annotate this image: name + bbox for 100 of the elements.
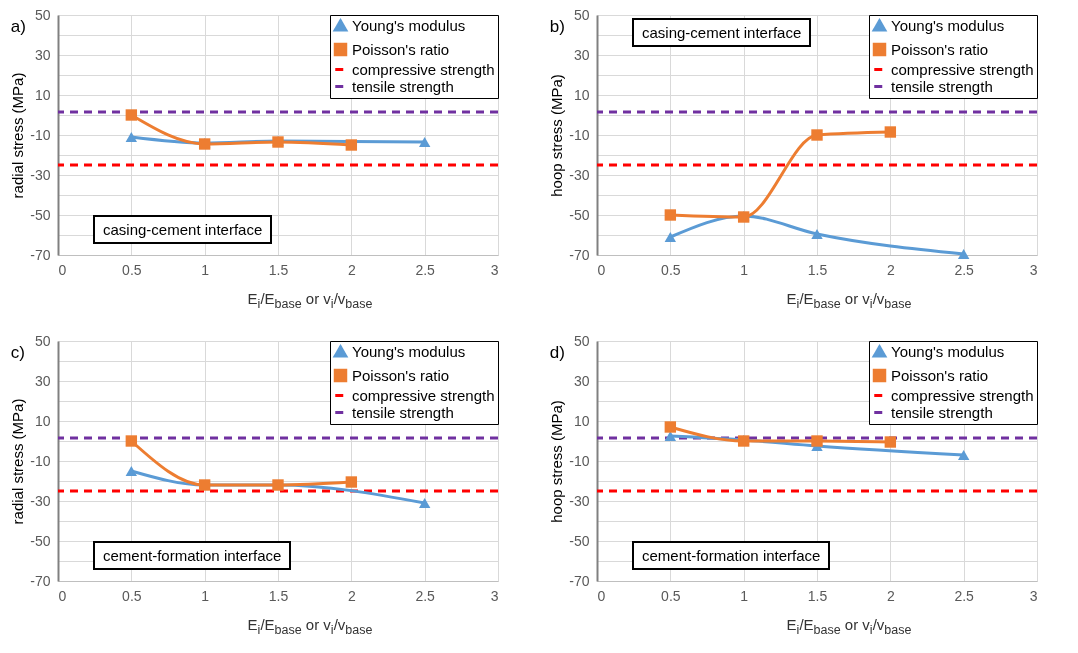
point: [811, 229, 823, 239]
y-tick-label: -30: [569, 492, 590, 509]
x-tick-label: 0.5: [661, 261, 681, 278]
legend-label: tensile strength: [891, 403, 993, 421]
y-tick-label: 30: [573, 372, 590, 389]
y-tick-label: -70: [30, 246, 51, 263]
y-axis-title: radial stress (MPa): [9, 72, 27, 199]
legend-label: compressive strength: [891, 60, 1034, 78]
legend-label: tensile strength: [352, 403, 454, 421]
legend-label: Poisson's ratio: [352, 366, 450, 384]
point: [345, 139, 358, 151]
y-tick-label: 10: [34, 86, 51, 103]
legend-label: Poisson's ratio: [891, 366, 989, 384]
x-axis-title: E$_{i}$/E$_{base}$ or v$_{i}$/v$_{base}$: [246, 616, 374, 637]
x-tick-label: 0.5: [661, 587, 681, 604]
x-tick-label: 0: [597, 587, 606, 604]
y-tick-label: -30: [30, 492, 51, 509]
x-tick-label: 2.5: [415, 587, 436, 604]
legend-label: Poisson's ratio: [352, 40, 450, 58]
x-tick-label: 2.5: [415, 261, 436, 278]
y-axis-title: hoop stress (MPa): [548, 400, 566, 523]
point: [664, 431, 677, 441]
point: [664, 232, 677, 242]
y-tick-label: -70: [569, 246, 590, 263]
y-tick-label: -10: [569, 126, 590, 143]
x-tick-label: 3: [490, 587, 499, 604]
point: [664, 209, 677, 221]
x-tick-label: 1.5: [268, 587, 289, 604]
y-tick-label: -50: [569, 532, 590, 549]
legend-label: tensile strength: [891, 77, 993, 95]
x-tick-label: 1.5: [807, 261, 828, 278]
annotation: cement-formation interface: [93, 541, 292, 570]
point: [345, 476, 358, 488]
point: [957, 249, 970, 259]
x-tick-label: 1: [201, 587, 210, 604]
y-axis-title: hoop stress (MPa): [548, 74, 566, 197]
point: [125, 109, 138, 121]
point: [957, 450, 970, 460]
point: [884, 126, 897, 138]
legend-label: Young's modulus: [891, 16, 1005, 34]
y-tick-label: -10: [30, 452, 51, 469]
x-tick-label: 3: [1029, 587, 1038, 604]
x-tick-label: 0.5: [122, 261, 142, 278]
y-tick-label: -70: [30, 572, 51, 589]
legend-label: Young's modulus: [352, 16, 466, 34]
y-tick-label: 10: [573, 86, 590, 103]
x-tick-label: 1.5: [268, 261, 289, 278]
y-tick-label: -10: [30, 126, 51, 143]
legend-label: Young's modulus: [891, 342, 1005, 360]
x-tick-label: 2.5: [954, 587, 975, 604]
y-tick-label: 50: [34, 6, 51, 23]
legend-label: compressive strength: [352, 386, 495, 404]
chart-title: d): [549, 343, 565, 362]
legend-label: compressive strength: [352, 60, 495, 78]
y-tick-label: -10: [569, 452, 590, 469]
point: [811, 435, 823, 447]
annotation: casing-cement interface: [632, 18, 812, 47]
y-axis-title: radial stress (MPa): [9, 398, 27, 525]
y-tick-label: 30: [34, 372, 51, 389]
x-tick-label: 2: [886, 261, 895, 278]
x-tick-label: 2: [347, 261, 356, 278]
x-tick-label: 3: [490, 261, 499, 278]
x-tick-label: 0: [597, 261, 606, 278]
x-tick-label: 0: [58, 261, 67, 278]
legend-label: compressive strength: [891, 386, 1034, 404]
point: [664, 421, 677, 433]
annotation: cement-formation interface: [632, 541, 831, 570]
chart-title: c): [10, 343, 25, 362]
x-tick-label: 2: [886, 587, 895, 604]
y-tick-label: 30: [34, 46, 51, 63]
legend-label: Young's modulus: [352, 342, 466, 360]
chart-title: b): [549, 17, 565, 36]
x-tick-label: 1.5: [807, 587, 828, 604]
y-tick-label: 50: [573, 6, 590, 23]
x-tick-label: 1: [740, 261, 749, 278]
x-tick-label: 2: [347, 587, 356, 604]
x-tick-label: 2.5: [954, 261, 975, 278]
x-axis-title: E$_{i}$/E$_{base}$ or v$_{i}$/v$_{base}$: [785, 290, 913, 311]
chart-title: a): [10, 17, 26, 36]
x-tick-label: 0.5: [122, 587, 142, 604]
y-tick-label: -30: [30, 166, 51, 183]
y-tick-label: -50: [30, 532, 51, 549]
y-tick-label: 50: [34, 332, 51, 349]
y-tick-label: -30: [569, 166, 590, 183]
y-tick-label: -50: [30, 206, 51, 223]
y-tick-label: 10: [573, 412, 590, 429]
legend-label: tensile strength: [352, 77, 454, 95]
y-tick-label: 50: [573, 332, 590, 349]
y-tick-label: -50: [569, 206, 590, 223]
x-tick-label: 0: [58, 587, 67, 604]
legend-label: Poisson's ratio: [891, 40, 989, 58]
x-tick-label: 1: [740, 587, 749, 604]
x-axis-title: E$_{i}$/E$_{base}$ or v$_{i}$/v$_{base}$: [246, 290, 374, 311]
y-tick-label: 10: [34, 412, 51, 429]
point: [884, 436, 897, 448]
y-tick-label: -70: [569, 572, 590, 589]
x-tick-label: 3: [1029, 261, 1038, 278]
point: [811, 129, 823, 141]
annotation: casing-cement interface: [93, 215, 273, 244]
x-tick-label: 1: [201, 261, 210, 278]
